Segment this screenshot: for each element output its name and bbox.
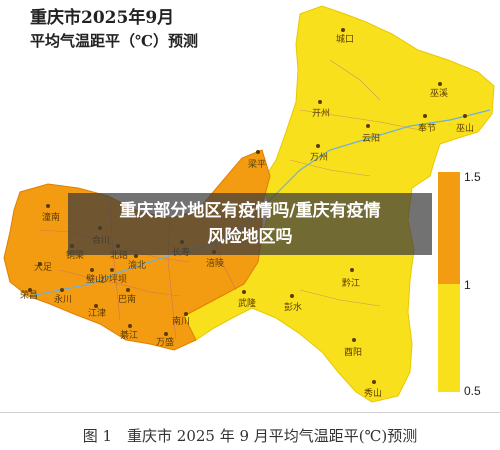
city-dazu: 大足 (34, 261, 52, 273)
city-fengjie: 奉节 (418, 114, 436, 134)
city-label-fuling: 涪陵 (206, 257, 224, 269)
city-wuxi: 巫溪 (430, 82, 448, 99)
city-bishan: 璧山 (86, 268, 104, 285)
city-label-banan: 巴南 (118, 293, 136, 305)
headline-line1: 重庆部分地区有疫情吗/重庆有疫情 (119, 201, 381, 221)
city-yunyang: 云阳 (362, 124, 380, 144)
city-label-liangping: 梁平 (248, 158, 266, 170)
city-pengshui: 彭水 (284, 294, 302, 313)
city-banan: 巴南 (118, 288, 136, 305)
city-label-nanchuan: 南川 (172, 315, 190, 327)
city-label-pengshui: 彭水 (284, 301, 302, 313)
city-label-wuxi: 巫溪 (430, 87, 448, 99)
legend-segment-high (438, 172, 460, 284)
city-kaizhou: 开州 (312, 100, 330, 119)
city-label-kaizhou: 开州 (312, 108, 330, 119)
city-shapingba: 沙坪坝 (100, 268, 127, 285)
map-title-line1: 重庆市2025年9月 (30, 8, 175, 28)
city-youyang: 酉阳 (344, 338, 362, 358)
city-yubei: 渝北 (128, 254, 146, 271)
city-label-rongchang: 荣昌 (20, 289, 38, 301)
city-label-wanzhou: 万州 (310, 152, 328, 163)
city-rongchang: 荣昌 (20, 288, 38, 301)
city-label-chengkou: 城口 (336, 34, 354, 45)
city-label-qianjiang: 黔江 (342, 277, 360, 289)
city-label-yongchuan: 永川 (54, 293, 72, 305)
legend-tick-top: 1.5 (464, 170, 481, 184)
map-title: 重庆市2025年9月 平均气温距平（℃）预测 (30, 6, 290, 52)
city-tongnan: 潼南 (42, 204, 60, 223)
city-xiushan: 秀山 (364, 380, 382, 399)
city-label-jiangjin: 江津 (88, 308, 106, 319)
city-label-tongnan: 潼南 (42, 211, 60, 223)
city-label-xiushan: 秀山 (364, 387, 382, 399)
city-liangping: 梁平 (248, 150, 266, 170)
city-nanchuan: 南川 (172, 312, 190, 327)
city-label-yubei: 渝北 (128, 259, 146, 271)
city-chengkou: 城口 (336, 28, 354, 45)
city-wanzhou: 万州 (310, 144, 328, 163)
city-label-qijiang: 綦江 (120, 329, 138, 341)
headline-overlay[interactable]: 重庆部分地区有疫情吗/重庆有疫情 风险地区吗 (68, 193, 432, 255)
headline-line2: 风险地区吗 (207, 227, 293, 247)
city-yongchuan: 永川 (54, 288, 72, 305)
legend-tick-bottom: 0.5 (464, 384, 481, 398)
city-label-shapingba: 沙坪坝 (100, 274, 127, 285)
city-label-fengjie: 奉节 (418, 122, 436, 134)
city-label-bishan: 璧山 (86, 273, 104, 285)
city-jiangjin: 江津 (88, 304, 106, 319)
city-label-wulong: 武隆 (238, 297, 256, 309)
city-label-dazu: 大足 (34, 261, 52, 273)
figure-caption: 图 1 重庆市 2025 年 9 月平均气温距平(℃)预测 (82, 427, 418, 445)
city-wansheng: 万盛 (156, 332, 174, 348)
color-legend (438, 172, 460, 392)
city-label-wansheng: 万盛 (156, 336, 174, 348)
city-label-wushan: 巫山 (456, 123, 474, 134)
city-qijiang: 綦江 (120, 324, 138, 341)
map-title-line2: 平均气温距平（℃）预测 (30, 32, 198, 50)
city-label-youyang: 酉阳 (344, 347, 362, 358)
legend-tick-mid: 1 (464, 278, 471, 292)
city-wulong: 武隆 (238, 290, 256, 309)
city-wushan: 巫山 (456, 114, 474, 134)
city-qianjiang: 黔江 (342, 268, 360, 289)
city-label-yunyang: 云阳 (362, 133, 380, 144)
legend-segment-low (438, 284, 460, 392)
